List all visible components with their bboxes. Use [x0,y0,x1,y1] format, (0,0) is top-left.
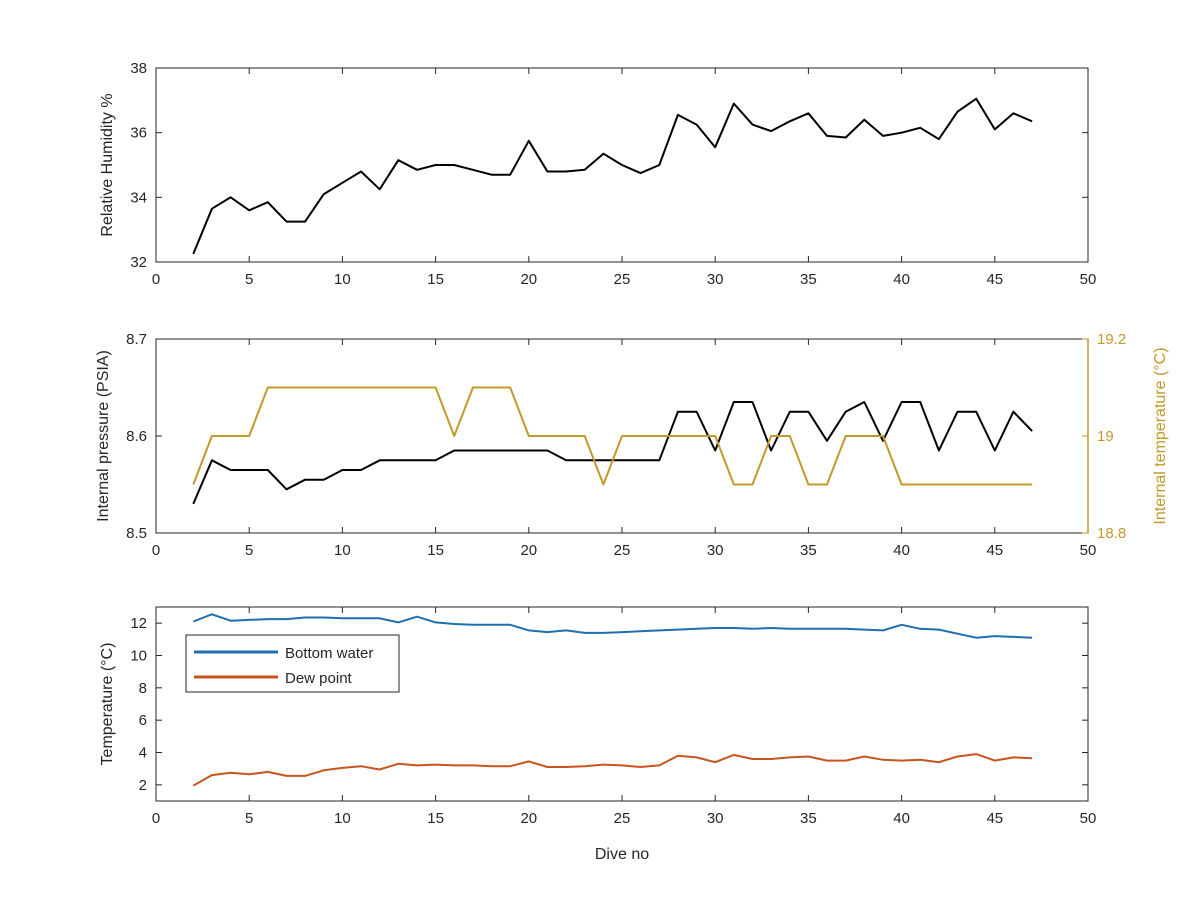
temperature-y-tick-label: 6 [139,712,147,729]
humidity-series-0-line [192,97,1033,255]
temperature-x-tick-label: 40 [893,810,910,827]
humidity-y-tick-label: 36 [130,125,147,142]
temperature-x-tick-label: 0 [152,810,160,827]
pressure-x-tick-label: 35 [800,542,817,559]
humidity-x-tick-label: 5 [245,271,253,288]
internal-temperature-y-axis-label: Internal temperature (°C) [1152,347,1169,524]
temperature-x-tick-label: 50 [1080,810,1097,827]
humidity-y-tick-label: 34 [130,189,147,206]
humidity-y-tick-label: 32 [130,254,147,271]
pressure-x-tick-label: 30 [707,542,724,559]
pressure-x-tick-label: 45 [986,542,1003,559]
temperature-y-tick-label: 8 [139,680,147,697]
pressure-x-tick-label: 20 [520,542,537,559]
pressure-x-tick-label: 15 [427,542,444,559]
pressure-x-tick-label: 5 [245,542,253,559]
humidity-series-lines [192,97,1033,255]
dew-point-line [192,753,1033,787]
humidity-panel: 0 5 10 15 20 25 30 35 40 45 50 32 34 36 38 Relative Hu… [99,60,1096,288]
humidity-x-tick-label: 50 [1080,271,1097,288]
temperature-series-lines [192,613,1033,787]
legend: Bottom water Dew point [185,634,400,693]
pressure-temperature-panel: 0 5 10 15 20 25 30 35 40 45 508.58.68.718.81919.2 … [95,331,1169,559]
temperature-panel: 0 5 10 15 20 25 30 35 40 45 50 2 4 6 8 10 12 Temperature… [99,606,1096,863]
pressure-x-tick-label: 50 [1080,542,1097,559]
pressure-y-tick-label: 8.6 [126,428,147,445]
temperature-x-tick-label: 5 [245,810,253,827]
pressure-x-tick-label: 0 [152,542,160,559]
temperature-x-tick-label: 10 [334,810,351,827]
temperature-y-tick-label: 12 [130,615,147,632]
humidity-x-tick-label: 10 [334,271,351,288]
humidity-x-tick-label: 40 [893,271,910,288]
pressure-x-tick-label: 40 [893,542,910,559]
internal-temperature-y-tick-label: 19 [1097,428,1114,445]
humidity-x-tick-label: 20 [520,271,537,288]
temperature-y-axis-label: Temperature (°C) [99,643,116,766]
legend-box [185,634,400,693]
humidity-x-tick-label: 45 [986,271,1003,288]
temperature-y-tick-label: 2 [139,777,147,794]
pressure-y-tick-label: 8.7 [126,331,147,348]
humidity-x-tick-label: 30 [707,271,724,288]
temperature-ticks: 0 5 10 15 20 25 30 35 40 45 50 2 4 6 8 10 12 [130,607,1096,827]
temperature-x-tick-label: 15 [427,810,444,827]
pressure-temperature-series-lines [192,386,1033,505]
bottom-water-line [192,613,1033,639]
temperature-y-tick-label: 10 [130,648,147,665]
humidity-ticks: 0 5 10 15 20 25 30 35 40 45 50 32 34 36 38 [130,60,1096,288]
pressure-y-axis-label: Internal pressure (PSIA) [95,350,112,522]
temperature-x-tick-label: 20 [520,810,537,827]
pressure-x-tick-label: 10 [334,542,351,559]
x-axis-label: Dive no [595,846,649,863]
temperature-x-tick-label: 45 [986,810,1003,827]
humidity-x-tick-label: 0 [152,271,160,288]
humidity-y-axis-label: Relative Humidity % [99,93,116,236]
temperature-x-tick-label: 30 [707,810,724,827]
legend-label-bottom-water: Bottom water [285,645,373,662]
pressure-y-tick-label: 8.5 [126,525,147,542]
pressure-series-1-line [192,386,1033,486]
temperature-x-tick-label: 25 [614,810,631,827]
humidity-y-tick-label: 38 [130,60,147,77]
humidity-x-tick-label: 15 [427,271,444,288]
temperature-y-tick-label: 4 [139,745,147,762]
internal-temperature-y-tick-label: 18.8 [1097,525,1126,542]
internal-temperature-y-tick-label: 19.2 [1097,331,1126,348]
pressure-ticks: 0 5 10 15 20 25 30 35 40 45 50 8.5 8.6 8.7 18.8 19 19.2 [126,331,1126,559]
temperature-x-tick-label: 35 [800,810,817,827]
humidity-x-tick-label: 35 [800,271,817,288]
legend-label-dew-point: Dew point [285,670,353,687]
pressure-x-tick-label: 25 [614,542,631,559]
humidity-x-tick-label: 25 [614,271,631,288]
